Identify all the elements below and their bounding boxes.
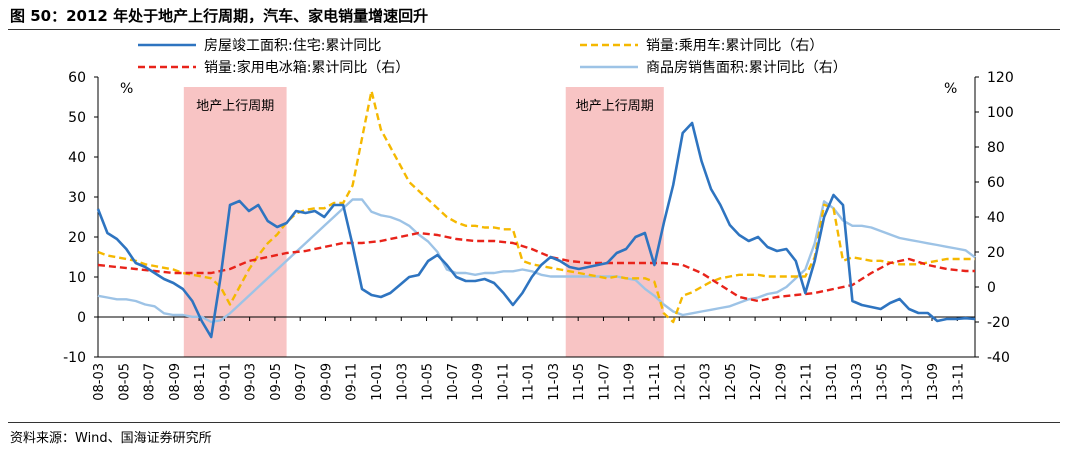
x-axis-tick-label: 13-11 — [951, 363, 966, 401]
x-axis-tick-label: 13-01 — [825, 363, 840, 401]
shaded-region-label: 地产上行周期 — [196, 99, 274, 114]
line-chart: 地产上行周期 地产上行周期 -10 0 10 20 30 40 50 60 -40 -20 0 20 40… — [63, 37, 1014, 401]
x-axis-tick-label: 13-05 — [875, 363, 890, 401]
x-axis-tick-label: 11-05 — [572, 363, 587, 401]
legend: 房屋竣工面积:住宅:累计同比 销量:乘用车:累计同比（右） 销量:家用电冰箱:累计同… — [138, 37, 847, 76]
right-axis-tick-label: 80 — [987, 140, 1005, 156]
x-axis-tick-label: 09-01 — [218, 363, 233, 401]
left-axis-tick-label: 50 — [68, 110, 86, 126]
x-axis-tick-label: 10-01 — [370, 363, 385, 401]
x-axis-tick-label: 11-03 — [547, 363, 562, 401]
series-line-0 — [96, 121, 976, 339]
x-axis-tick-label: 12-03 — [699, 363, 714, 401]
left-axis-tick-label: 10 — [68, 270, 86, 286]
x-axis-tick-label: 12-01 — [673, 363, 688, 401]
right-axis-tick-label: -40 — [987, 350, 1010, 366]
right-axis-tick-label: 20 — [987, 245, 1005, 261]
right-axis-tick-label: 60 — [987, 175, 1005, 191]
x-axis-tick-label: 10-09 — [471, 363, 486, 401]
x-axis-tick-label: 08-09 — [168, 363, 183, 401]
x-axis-tick-label: 09-07 — [294, 363, 309, 401]
left-axis-tick-label: 60 — [68, 70, 86, 86]
shaded-region-label: 地产上行周期 — [576, 99, 654, 114]
right-axis-tick-label: 100 — [987, 105, 1014, 121]
left-axis-tick-label: 30 — [68, 190, 86, 206]
legend-label: 商品房销售面积:累计同比（右） — [646, 60, 847, 76]
x-axis-tick-label: 13-03 — [850, 363, 865, 401]
series-lines — [96, 89, 976, 339]
legend-label: 销量:家用电冰箱:累计同比（右） — [204, 59, 409, 76]
title-divider — [8, 29, 1060, 30]
right-axis-tick-label: -20 — [987, 315, 1010, 331]
right-axis-tick-label: 120 — [987, 70, 1014, 86]
x-axis-tick-label: 11-11 — [648, 363, 663, 401]
axes: -10 0 10 20 30 40 50 60 -40 -20 0 20 40 60 80 100 120% % 0… — [63, 70, 1014, 401]
left-axis-tick-label: 0 — [77, 310, 86, 326]
chart-title: 图 50：2012 年处于地产上行周期，汽车、家电销量增速回升 — [10, 7, 429, 25]
x-axis-tick-label: 09-03 — [244, 363, 259, 401]
x-axis-tick-label: 13-07 — [901, 363, 916, 401]
x-axis-tick-label: 10-07 — [446, 363, 461, 401]
x-axis-tick-label: 08-07 — [143, 363, 158, 401]
left-axis-tick-label: -10 — [63, 350, 86, 366]
legend-label: 销量:乘用车:累计同比（右） — [646, 37, 823, 54]
x-axis-tick-label: 08-11 — [193, 363, 208, 401]
x-axis-tick-label: 13-09 — [926, 363, 941, 401]
legend-label: 房屋竣工面积:住宅:累计同比 — [204, 38, 381, 54]
x-axis-tick-label: 09-09 — [319, 363, 334, 401]
right-axis-tick-label: 0 — [987, 280, 996, 296]
x-axis-tick-label: 12-07 — [749, 363, 764, 401]
right-axis-tick-label: 40 — [987, 210, 1005, 226]
x-axis-tick-label: 10-03 — [395, 363, 410, 401]
shaded-region — [565, 87, 664, 357]
x-axis-tick-label: 11-01 — [522, 363, 537, 401]
left-axis-tick-label: 40 — [68, 150, 86, 166]
left-axis-unit: % — [120, 81, 133, 97]
right-axis-unit: % — [944, 81, 957, 97]
x-axis-tick-label: 12-05 — [724, 363, 739, 401]
series-line-2 — [97, 231, 975, 303]
x-axis-tick-label: 09-05 — [269, 363, 284, 401]
source-divider — [8, 422, 1060, 423]
x-axis-tick-label: 11-07 — [597, 363, 612, 401]
source-note: 资料来源：Wind、国海证券研究所 — [10, 431, 212, 446]
x-axis-tick-label: 12-09 — [774, 363, 789, 401]
x-axis-tick-label: 08-03 — [92, 363, 107, 401]
x-axis-tick-label: 12-11 — [800, 363, 815, 401]
x-axis-tick-label: 11-09 — [623, 363, 638, 401]
x-axis-tick-label: 10-05 — [421, 363, 436, 401]
x-axis-tick-label: 09-11 — [345, 363, 360, 401]
left-axis-tick-label: 20 — [68, 230, 86, 246]
x-axis-tick-label: 10-11 — [496, 363, 511, 401]
x-axis-tick-label: 08-05 — [117, 363, 132, 401]
